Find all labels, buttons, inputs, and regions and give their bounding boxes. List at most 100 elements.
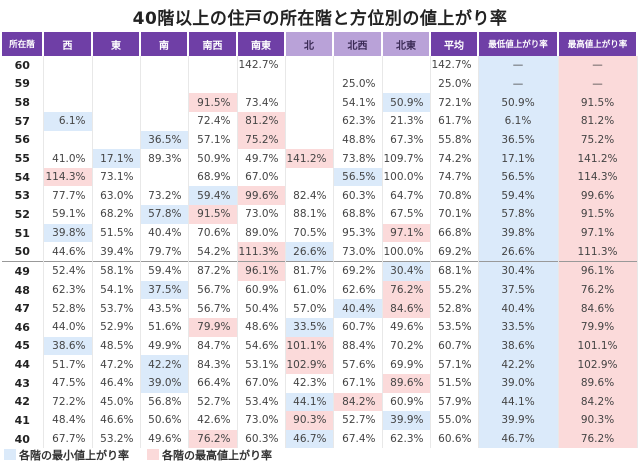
rate-cell: [140, 111, 189, 131]
table-row: 45 38.6% 48.5% 49.9% 84.7% 54.6% 101.1% 88.4% 70…: [2, 336, 638, 356]
floor-cell: 50: [2, 242, 44, 262]
table-row: 47 52.8% 53.7% 43.5% 56.7% 50.4% 57.0% 40.4% 84.…: [2, 299, 638, 318]
rate-cell: [188, 74, 238, 94]
max-rate-cell: —: [558, 56, 638, 75]
rate-cell: [43, 130, 93, 150]
rate-cell: 89.6%: [382, 373, 431, 393]
floor-cell: 45: [2, 336, 44, 356]
rate-cell: 46.7%: [285, 429, 334, 449]
table-row: 49 52.4% 58.1% 59.4% 87.2% 96.1% 81.7% 69.2% 30.…: [2, 261, 638, 281]
rate-cell: 97.1%: [382, 223, 431, 243]
rate-cell: [140, 74, 189, 94]
min-rate-cell: 59.4%: [478, 186, 559, 206]
max-rate-cell: 91.5%: [558, 205, 638, 224]
rate-cell: 53.1%: [237, 355, 286, 374]
max-rate-cell: 141.2%: [558, 149, 638, 168]
rate-cell: 91.5%: [188, 93, 238, 112]
column-header: 北西: [333, 32, 383, 56]
rate-cell: 88.1%: [285, 205, 334, 224]
min-rate-cell: 50.9%: [478, 93, 559, 112]
legend: 各階の最小値上がり率 各階の最高値上がり率: [4, 447, 272, 463]
rate-cell: 60.3%: [333, 186, 383, 206]
rate-cell: 39.0%: [140, 373, 189, 393]
floor-cell: 51: [2, 223, 44, 243]
rate-cell: 63.0%: [92, 186, 141, 206]
rate-cell: [382, 56, 431, 75]
max-rate-cell: 84.2%: [558, 392, 638, 412]
table-row: 44 51.7% 47.2% 42.2% 84.3% 53.1% 102.9% 57.6% 69…: [2, 355, 638, 374]
rate-cell: 57.9%: [430, 392, 479, 412]
rate-cell: 30.4%: [382, 261, 431, 281]
floor-cell: 59: [2, 74, 44, 94]
rate-cell: 74.2%: [430, 149, 479, 168]
table-row: 55 41.0% 17.1% 89.3% 50.9% 49.7% 141.2% 73.8% 10…: [2, 149, 638, 168]
rate-cell: 62.6%: [333, 280, 383, 300]
max-rate-cell: 89.6%: [558, 373, 638, 393]
floor-cell: 49: [2, 261, 44, 281]
table-title: 40階以上の住戸の所在階と方位別の値上がり率: [132, 9, 508, 29]
min-rate-cell: 17.1%: [478, 149, 559, 168]
legend-swatch: [4, 449, 16, 460]
table-row: 42 72.2% 45.0% 56.8% 52.7% 53.4% 44.1% 84.2% 60.…: [2, 392, 638, 412]
column-header: 最低値上がり率: [478, 32, 559, 56]
rate-cell: 52.7%: [188, 392, 238, 412]
min-rate-cell: 38.6%: [478, 336, 559, 356]
rate-cell: 57.0%: [285, 299, 334, 318]
rate-cell: [140, 167, 189, 187]
rate-cell: 48.6%: [237, 317, 286, 337]
rate-cell: 60.3%: [237, 429, 286, 449]
floor-cell: 41: [2, 411, 44, 430]
floor-cell: 40: [2, 429, 44, 449]
rate-cell: 42.6%: [188, 411, 238, 430]
column-header: 東: [92, 32, 141, 56]
max-rate-cell: 76.2%: [558, 429, 638, 449]
table-row: 53 77.7% 63.0% 73.2% 59.4% 99.6% 82.4% 60.3% 64.…: [2, 186, 638, 206]
rate-cell: 70.8%: [430, 186, 479, 206]
table-row: 59 25.0% 25.0% — —: [2, 74, 638, 94]
rate-cell: 57.1%: [188, 130, 238, 150]
rate-cell: 52.9%: [92, 317, 141, 337]
floor-cell: 52: [2, 205, 44, 224]
min-rate-cell: 56.5%: [478, 167, 559, 187]
max-rate-cell: 96.1%: [558, 261, 638, 281]
legend-swatch: [147, 449, 159, 460]
min-rate-cell: 42.2%: [478, 355, 559, 374]
rate-cell: [43, 74, 93, 94]
max-rate-cell: 114.3%: [558, 167, 638, 187]
rate-cell: 66.8%: [430, 223, 479, 243]
min-rate-cell: 40.4%: [478, 299, 559, 318]
rate-cell: 101.1%: [285, 336, 334, 356]
table-row: 48 62.3% 54.1% 37.5% 56.7% 60.9% 61.0% 62.6% 76.…: [2, 280, 638, 300]
rate-cell: [285, 130, 334, 150]
rate-cell: 91.5%: [188, 205, 238, 224]
rate-cell: 55.8%: [430, 130, 479, 150]
rate-cell: 51.6%: [140, 317, 189, 337]
rate-cell: 52.8%: [430, 299, 479, 318]
min-rate-cell: 46.7%: [478, 429, 559, 449]
min-rate-cell: 33.5%: [478, 317, 559, 337]
rate-cell: 42.2%: [140, 355, 189, 374]
table-row: 58 91.5% 73.4% 54.1% 50.9% 72.1% 50.9% 91.5%: [2, 93, 638, 112]
rate-cell: 67.4%: [333, 429, 383, 449]
rate-cell: 67.3%: [382, 130, 431, 150]
rate-cell: 41.0%: [43, 149, 93, 168]
rate-cell: 70.1%: [430, 205, 479, 224]
rate-cell: 60.7%: [430, 336, 479, 356]
rate-cell: 38.6%: [43, 336, 93, 356]
min-rate-cell: 39.9%: [478, 411, 559, 430]
rate-cell: 40.4%: [333, 299, 383, 318]
rate-cell: [285, 93, 334, 112]
rate-cell: 84.2%: [333, 392, 383, 412]
table-row: 46 44.0% 52.9% 51.6% 79.9% 48.6% 33.5% 60.7% 49.…: [2, 317, 638, 337]
rate-cell: 77.7%: [43, 186, 93, 206]
rate-cell: 89.0%: [237, 223, 286, 243]
rate-cell: 60.7%: [333, 317, 383, 337]
rate-cell: 99.6%: [237, 186, 286, 206]
rate-cell: 51.5%: [92, 223, 141, 243]
column-header: 最高値上がり率: [558, 32, 638, 56]
rate-cell: 67.7%: [43, 429, 93, 449]
rate-cell: 96.1%: [237, 261, 286, 281]
rate-cell: 95.3%: [333, 223, 383, 243]
rate-cell: [237, 74, 286, 94]
rate-cell: 54.1%: [333, 93, 383, 112]
